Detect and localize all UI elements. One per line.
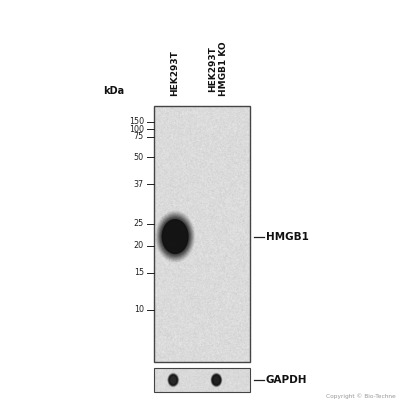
Text: GAPDH: GAPDH	[266, 375, 308, 385]
Ellipse shape	[211, 374, 222, 386]
Text: 150: 150	[129, 117, 144, 126]
Ellipse shape	[212, 374, 221, 386]
Text: 15: 15	[134, 268, 144, 278]
Text: 50: 50	[134, 153, 144, 162]
Ellipse shape	[168, 374, 178, 386]
Ellipse shape	[169, 375, 177, 385]
Ellipse shape	[169, 375, 177, 385]
Ellipse shape	[212, 375, 220, 385]
Text: 10: 10	[134, 305, 144, 314]
Ellipse shape	[168, 374, 178, 386]
Ellipse shape	[212, 374, 221, 386]
Ellipse shape	[160, 217, 190, 256]
Ellipse shape	[159, 216, 191, 257]
Ellipse shape	[162, 220, 188, 253]
Ellipse shape	[159, 215, 192, 258]
Ellipse shape	[212, 375, 220, 385]
Bar	[154, 106, 250, 362]
Ellipse shape	[169, 375, 177, 385]
Text: HEK293T: HEK293T	[171, 50, 180, 96]
Ellipse shape	[169, 374, 178, 386]
Ellipse shape	[168, 374, 178, 386]
Text: 75: 75	[134, 132, 144, 141]
Text: kDa: kDa	[104, 86, 124, 96]
Ellipse shape	[212, 375, 220, 385]
Ellipse shape	[169, 375, 178, 385]
Text: HMGB1: HMGB1	[266, 232, 309, 242]
Ellipse shape	[162, 219, 188, 254]
Ellipse shape	[212, 375, 220, 385]
Ellipse shape	[161, 218, 190, 255]
Text: 25: 25	[134, 219, 144, 228]
Text: 20: 20	[134, 241, 144, 250]
Text: 100: 100	[129, 124, 144, 134]
Ellipse shape	[161, 218, 189, 254]
Ellipse shape	[212, 374, 221, 386]
Ellipse shape	[212, 374, 221, 386]
Ellipse shape	[160, 216, 191, 257]
Ellipse shape	[162, 219, 188, 254]
Bar	[154, 368, 250, 392]
Ellipse shape	[169, 374, 178, 386]
Text: 37: 37	[134, 180, 144, 188]
Ellipse shape	[160, 216, 190, 256]
Ellipse shape	[212, 375, 221, 385]
Ellipse shape	[161, 218, 189, 255]
Ellipse shape	[160, 217, 190, 256]
Ellipse shape	[169, 374, 178, 386]
Text: HEK293T
HMGB1 KO: HEK293T HMGB1 KO	[209, 41, 228, 96]
Ellipse shape	[159, 215, 191, 258]
Ellipse shape	[212, 374, 221, 386]
Text: Copyright © Bio-Techne: Copyright © Bio-Techne	[326, 394, 396, 399]
Ellipse shape	[169, 375, 177, 385]
Ellipse shape	[212, 374, 221, 386]
